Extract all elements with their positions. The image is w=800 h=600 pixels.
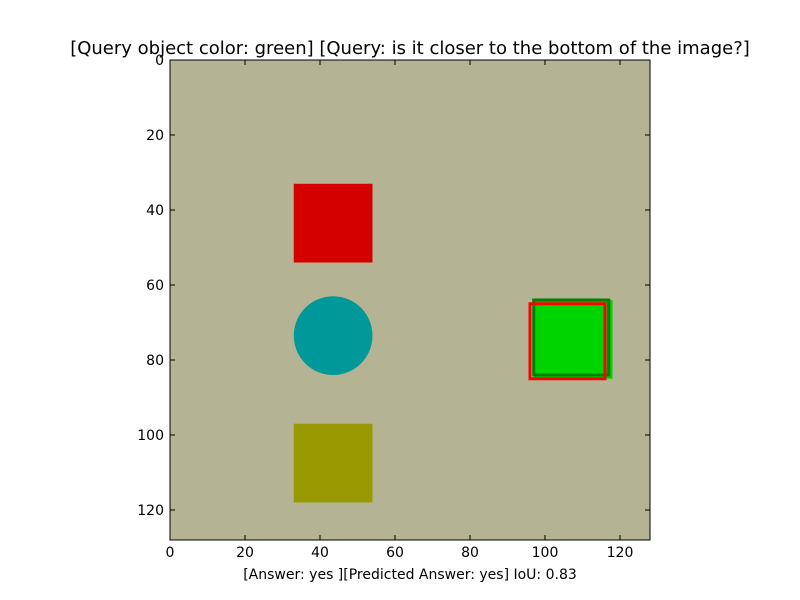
chart-title: [Query object color: green] [Query: is i…: [70, 38, 750, 59]
x-tick-label: 0: [166, 545, 175, 561]
y-tick-label: 80: [146, 353, 164, 369]
x-tick-label: 20: [236, 545, 254, 561]
x-tick-label: 60: [386, 545, 404, 561]
square-object: [293, 423, 373, 503]
x-axis-label: [Answer: yes ][Predicted Answer: yes] Io…: [243, 567, 577, 583]
square-object: [533, 300, 613, 379]
x-axis: 0 20 40 60 80 100 120: [166, 60, 634, 561]
y-tick-label: 20: [146, 128, 164, 144]
circle-object: [293, 296, 373, 375]
y-tick-label: 120: [137, 503, 164, 519]
bounding-boxes: [528, 298, 611, 381]
y-axis: 0 20 40 60 80 100 120: [137, 53, 650, 519]
x-tick-label: 40: [311, 545, 329, 561]
y-tick-label: 0: [155, 53, 164, 69]
y-tick-label: 100: [137, 428, 164, 444]
x-tick-label: 120: [607, 545, 634, 561]
predicted-box: [528, 302, 607, 381]
square-object: [293, 183, 373, 263]
ground-truth-box: [532, 298, 611, 377]
y-tick-label: 60: [146, 278, 164, 294]
x-tick-label: 80: [461, 545, 479, 561]
y-tick-label: 40: [146, 203, 164, 219]
x-tick-label: 100: [532, 545, 559, 561]
axes-frame: [169, 59, 651, 541]
